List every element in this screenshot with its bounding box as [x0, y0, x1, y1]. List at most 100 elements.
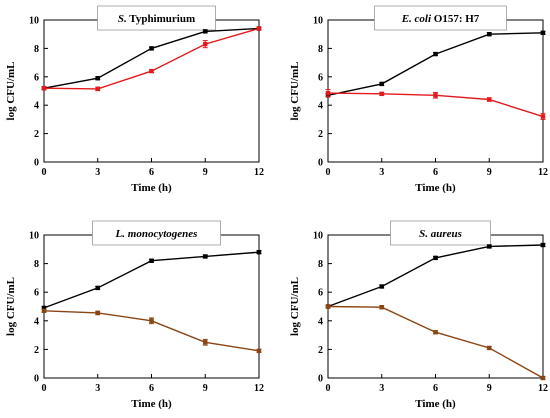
x-tick-label: 3	[95, 383, 100, 394]
x-axis-label: Time (h)	[415, 398, 456, 410]
data-point	[95, 310, 100, 316]
data-point	[433, 93, 438, 98]
x-axis-label: Time (h)	[131, 398, 172, 410]
data-point	[256, 249, 262, 255]
data-point	[203, 41, 208, 47]
data-point	[41, 305, 47, 311]
data-point	[203, 254, 208, 259]
data-point	[41, 85, 47, 91]
y-tick-label: 8	[318, 259, 323, 270]
plot-frame	[327, 19, 544, 163]
x-tick-label: 3	[95, 167, 100, 178]
chart-panel-0: 0 2 4 6 8 10 0 3 6 9 12 Time (h) log CFU/mL S. Typhim…	[5, 5, 264, 194]
y-tick-label: 0	[34, 374, 39, 385]
panel-title-box	[97, 5, 216, 31]
x-tick-label: 6	[433, 167, 438, 178]
x-tick-label: 9	[487, 383, 492, 394]
y-tick-label: 10	[29, 16, 39, 27]
y-tick-label: 6	[318, 288, 323, 299]
x-tick-label: 3	[379, 167, 384, 178]
data-point	[379, 91, 384, 97]
series-line-0	[327, 244, 544, 308]
x-tick-label: 12	[538, 167, 548, 178]
data-point	[379, 305, 384, 310]
data-point	[203, 29, 208, 34]
y-tick-label: 6	[34, 288, 39, 299]
y-tick-label: 10	[313, 231, 323, 242]
data-point	[95, 86, 100, 92]
series-line-1	[327, 305, 544, 379]
data-point	[379, 81, 384, 87]
y-tick-label: 4	[318, 101, 323, 112]
panel-title-italic: S. aureus	[419, 228, 462, 240]
panel-title-italic: S.	[118, 13, 127, 25]
x-tick-label: 0	[326, 383, 331, 394]
y-tick-label: 2	[34, 129, 39, 140]
chart-panel-1: 0 2 4 6 8 10 0 3 6 9 12 Time (h) log CFU/mL E. coli O…	[289, 5, 548, 194]
data-point	[433, 255, 438, 261]
series-line-1	[43, 310, 260, 352]
x-tick-label: 3	[379, 383, 384, 394]
y-tick-label: 4	[318, 316, 323, 327]
data-point	[149, 46, 154, 51]
panel-title-box	[374, 5, 507, 31]
panel-title-box	[92, 220, 221, 246]
panel-title: S. Typhimurium	[118, 13, 195, 25]
y-axis-label: log CFU/mL	[5, 277, 17, 336]
data-point	[487, 97, 492, 102]
data-point	[540, 114, 546, 119]
panel-title-box	[390, 220, 491, 246]
x-tick-label: 9	[203, 167, 208, 178]
data-point	[149, 258, 154, 263]
data-point	[203, 340, 208, 345]
y-tick-label: 6	[318, 72, 323, 83]
data-point	[149, 318, 154, 323]
series-line-1	[43, 27, 260, 90]
data-point	[540, 30, 546, 35]
y-tick-label: 0	[34, 158, 39, 169]
data-point	[325, 304, 331, 309]
y-tick-label: 2	[318, 129, 323, 140]
x-tick-label: 0	[326, 167, 331, 178]
data-point	[325, 90, 331, 96]
plot-frame	[43, 234, 260, 379]
panel-title-italic: L. monocytogenes	[115, 228, 198, 240]
x-axis-label: Time (h)	[131, 182, 172, 194]
data-point	[540, 242, 546, 248]
x-tick-label: 9	[487, 167, 492, 178]
x-tick-label: 9	[203, 383, 208, 394]
x-axis-label: Time (h)	[415, 182, 456, 194]
y-tick-label: 8	[34, 44, 39, 55]
x-tick-label: 0	[42, 383, 47, 394]
y-tick-label: 2	[34, 345, 39, 356]
data-point	[256, 26, 262, 31]
y-tick-label: 6	[34, 72, 39, 83]
x-tick-label: 12	[538, 383, 548, 394]
panel-title-italic: E. coli	[401, 13, 432, 25]
x-tick-label: 6	[149, 167, 154, 178]
data-point	[487, 244, 492, 249]
data-point	[487, 345, 492, 351]
data-point	[433, 330, 438, 335]
data-point	[95, 76, 100, 81]
data-point	[540, 375, 546, 381]
data-point	[487, 32, 492, 37]
y-axis-label: log CFU/mL	[5, 62, 17, 121]
series-line-0	[327, 32, 544, 96]
panel-title-rest: Typhimurium	[127, 13, 195, 25]
x-tick-label: 12	[254, 383, 264, 394]
y-tick-label: 8	[318, 44, 323, 55]
y-axis-label: log CFU/mL	[289, 62, 301, 121]
y-tick-label: 8	[34, 259, 39, 270]
plot-frame	[43, 19, 260, 163]
x-tick-label: 12	[254, 167, 264, 178]
y-tick-label: 2	[318, 345, 323, 356]
y-tick-label: 10	[313, 16, 323, 27]
x-tick-label: 0	[42, 167, 47, 178]
data-point	[95, 285, 100, 291]
data-point	[256, 348, 262, 354]
x-tick-label: 6	[433, 383, 438, 394]
y-axis-label: log CFU/mL	[289, 277, 301, 336]
